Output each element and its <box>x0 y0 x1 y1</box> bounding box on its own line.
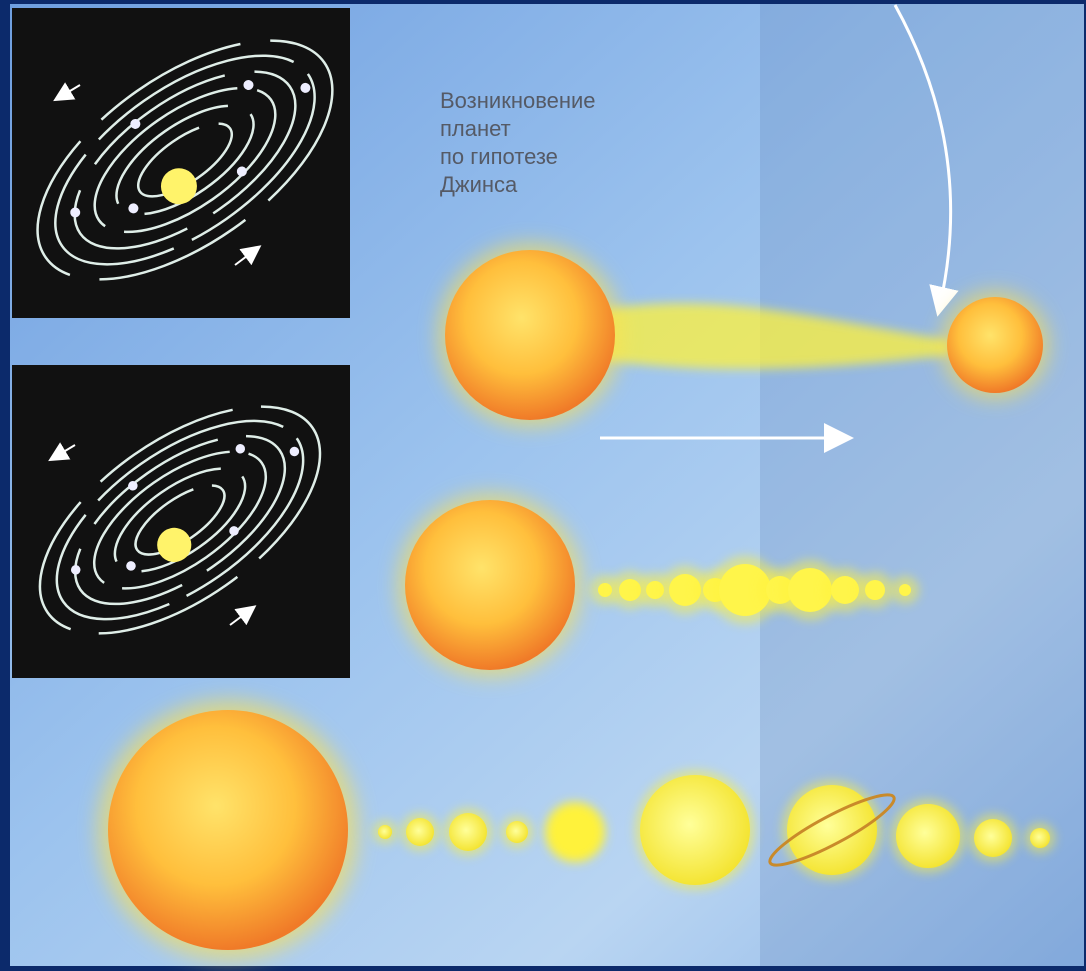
planet <box>130 118 141 129</box>
sun <box>405 500 575 670</box>
blob <box>865 580 885 600</box>
blob <box>719 564 771 616</box>
planet <box>640 775 750 885</box>
panel <box>12 8 350 318</box>
orbit <box>36 39 334 281</box>
orbit <box>73 70 297 250</box>
ring <box>768 793 896 867</box>
gas-stream <box>600 303 950 370</box>
blob <box>669 574 701 606</box>
planet <box>378 825 392 839</box>
planet <box>1030 828 1050 848</box>
planet <box>787 785 877 875</box>
orbit <box>73 434 287 606</box>
planet <box>289 446 300 457</box>
planet <box>449 813 487 851</box>
star <box>947 297 1043 393</box>
orbit <box>115 104 255 216</box>
caption-line: Джинса <box>440 172 518 197</box>
orbit <box>93 86 277 234</box>
planet <box>236 166 247 177</box>
sun <box>160 168 197 205</box>
planet <box>300 82 311 93</box>
planet <box>974 819 1012 857</box>
planet <box>229 526 239 536</box>
nebulous-planet <box>545 802 605 862</box>
caption-line: по гипотезе <box>440 144 558 169</box>
planet <box>70 207 81 218</box>
caption-line: планет <box>440 116 511 141</box>
blob <box>619 579 641 601</box>
orbit <box>136 122 234 198</box>
orbits <box>36 39 334 281</box>
planet <box>896 804 960 868</box>
planet <box>128 203 139 214</box>
orbit-diagram <box>36 39 334 281</box>
protoplanet-chain <box>590 556 919 624</box>
caption-line: Возникновение <box>440 88 596 113</box>
sun <box>445 250 615 420</box>
orbit <box>113 467 247 573</box>
planet <box>70 565 81 575</box>
orbit <box>92 450 268 590</box>
planet <box>235 444 246 454</box>
arrow <box>48 442 76 462</box>
planets <box>373 770 1055 890</box>
planet <box>406 818 434 846</box>
planet <box>506 821 528 843</box>
orbit <box>134 484 226 556</box>
planet <box>243 80 254 91</box>
arrow <box>229 605 257 626</box>
blob <box>788 568 832 612</box>
blob <box>831 576 859 604</box>
arrow <box>893 4 959 317</box>
arrow <box>53 82 81 102</box>
blob <box>899 584 911 596</box>
planet <box>126 561 136 571</box>
sun <box>108 710 348 950</box>
blob <box>598 583 612 597</box>
arrow <box>234 245 262 266</box>
planet <box>128 481 138 491</box>
panel <box>12 365 350 678</box>
sun <box>157 527 192 563</box>
orbit <box>55 419 305 621</box>
blob <box>646 581 664 599</box>
